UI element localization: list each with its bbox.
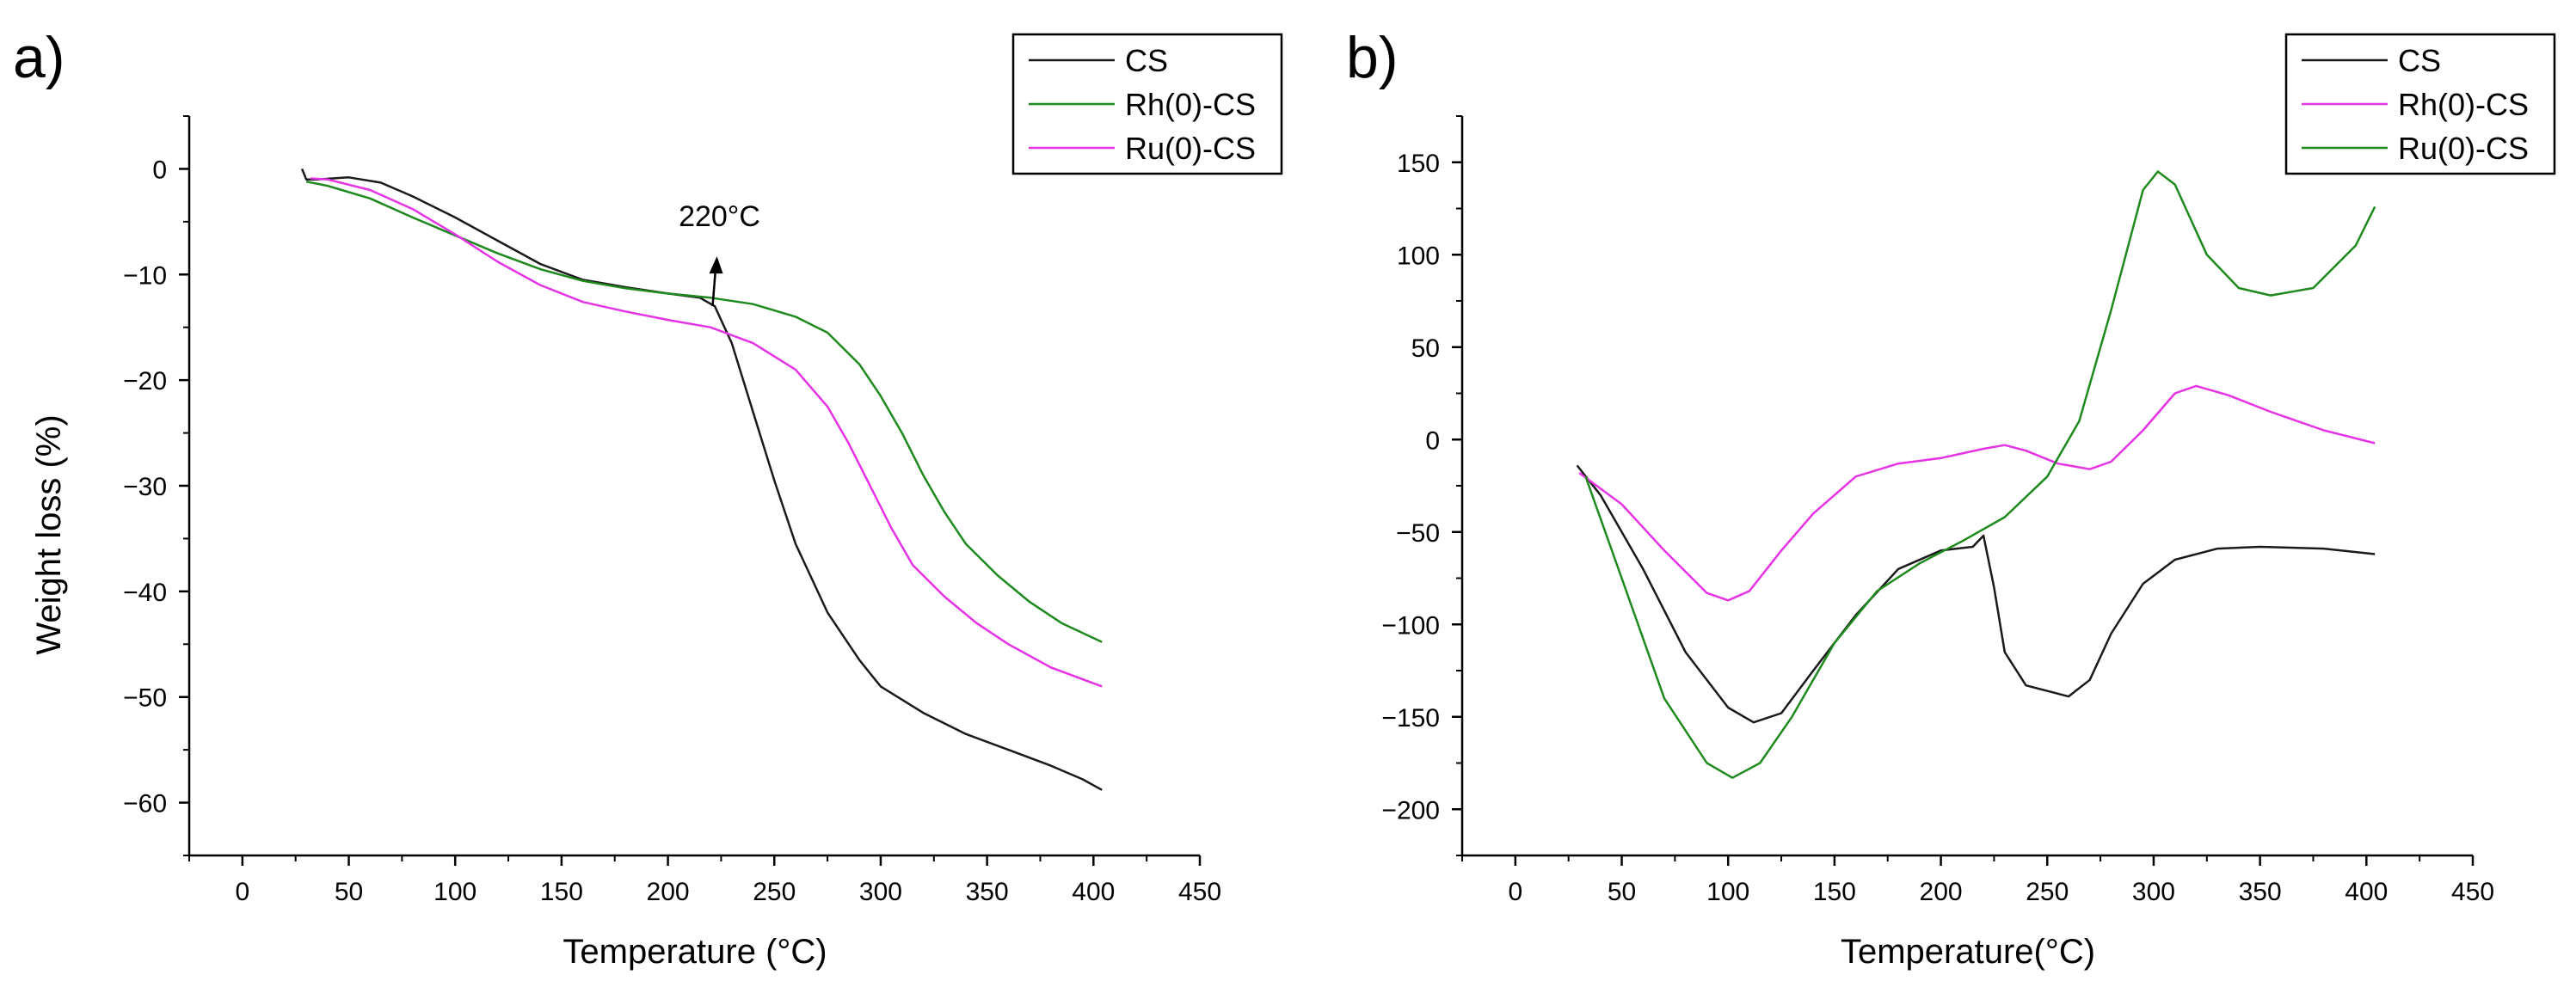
panel-b-series-cs-line [1576,464,2376,724]
panel-a-x-axis-label: Temperature (°C) [563,933,827,971]
panel-b-x-tick-label: 400 [2345,878,2388,906]
panel-b-y-tick-label: 100 [1397,242,1440,270]
panel-a-y-tick-label: −20 [123,367,167,395]
panel-a-x-tick-label: 0 [235,878,249,906]
panel-b-legend-label-rh0-cs: Rh(0)-CS [2398,87,2529,122]
panel-a-legend-label-cs: CS [1125,43,1168,78]
panel-b-label: b) [1346,25,1398,90]
panel-a-x-tick-label: 300 [859,878,902,906]
panel-a-y-tick-label: −40 [123,579,167,607]
panel-b-series-layer [1576,170,2376,779]
panel-b-y-tick-label: −150 [1381,704,1440,733]
panel-a-legend: CS Rh(0)-CS Ru(0)-CS [1011,33,1283,175]
panel-b-x-tick-label: 100 [1706,878,1749,906]
panel-a-label: a) [13,25,65,90]
panel-b-y-tick-label: 50 [1411,334,1440,363]
panel-a-y-axis-label: Weight loss (%) [30,414,68,654]
panel-a-y-tick-label: −50 [123,684,167,713]
panel-a-x-tick-label: 200 [647,878,690,906]
panel-b-x-axis-label: Temperature(°C) [1841,933,2095,971]
panel-b-x-tick-label: 350 [2239,878,2282,906]
panel-a-series-cs-line [300,168,1103,791]
panel-b-x-tick-label: 300 [2132,878,2175,906]
panel-a-x-tick-label: 450 [1178,878,1221,906]
panel-a-chart: a) 0 50 100 150 200 250 300 350 400 450 0 −10 −20 −30… [13,25,1283,971]
panel-a-series-layer [300,168,1103,791]
panel-b-y-tick-label: −200 [1381,796,1440,825]
panel-a-x-tick-label: 100 [433,878,476,906]
panel-a-y-tick-label: −60 [123,790,167,818]
panel-a-legend-label-rh0-cs: Rh(0)-CS [1125,87,1256,122]
panel-b-x-tick-label: 50 [1608,878,1636,906]
panel-a-series-ru0-cs-line [310,177,1103,688]
panel-b-x-tick-label: 250 [2026,878,2069,906]
panel-a-y-tick-label: 0 [152,156,167,184]
panel-b-series-ru0-cs-line [1584,170,2376,779]
panel-a-x-tick-label: 400 [1072,878,1115,906]
panel-b-y-tick-label: 0 [1425,426,1440,455]
panel-a-axes: 0 50 100 150 200 250 300 350 400 450 0 −10 −20 −30 −40… [123,115,1221,906]
panel-b-series-rh0-cs-line [1578,384,2376,602]
panel-b-legend-label-cs: CS [2398,43,2441,78]
panel-b-x-tick-label: 0 [1508,878,1522,906]
panel-b-y-tick-label: −100 [1381,611,1440,640]
panel-a-x-tick-label: 250 [753,878,796,906]
panel-a-x-tick-label: 350 [966,878,1009,906]
panel-b-y-tick-label: 150 [1397,150,1440,178]
panel-b-axes: 0 50 100 150 200 250 300 350 400 450 150 100 50 0 −50 −… [1381,115,2494,906]
panel-a-y-tick-label: −10 [123,261,167,290]
panel-a-y-tick-label: −30 [123,473,167,501]
panel-a-annotation-text: 220°C [679,200,760,233]
panel-b-x-tick-label: 450 [2451,878,2494,906]
panel-a-legend-label-ru0-cs: Ru(0)-CS [1125,131,1256,166]
panel-a-annotation-arrowhead [709,256,723,274]
panel-a-annotation-layer: 220°C [679,200,760,307]
panel-b-y-tick-label: −50 [1396,519,1440,548]
panel-b-x-tick-label: 150 [1813,878,1856,906]
panel-b-legend: CS Rh(0)-CS Ru(0)-CS [2284,33,2556,175]
panel-b-legend-label-ru0-cs: Ru(0)-CS [2398,131,2529,166]
panel-a-x-tick-label: 150 [540,878,583,906]
panel-a-x-tick-label: 50 [335,878,363,906]
panel-a-series-rh0-cs-line [305,180,1103,643]
panel-b-chart: b) 0 50 100 150 200 250 300 350 400 450 150 100 50 0 −… [1346,25,2556,971]
panel-b-x-tick-label: 200 [1920,878,1963,906]
